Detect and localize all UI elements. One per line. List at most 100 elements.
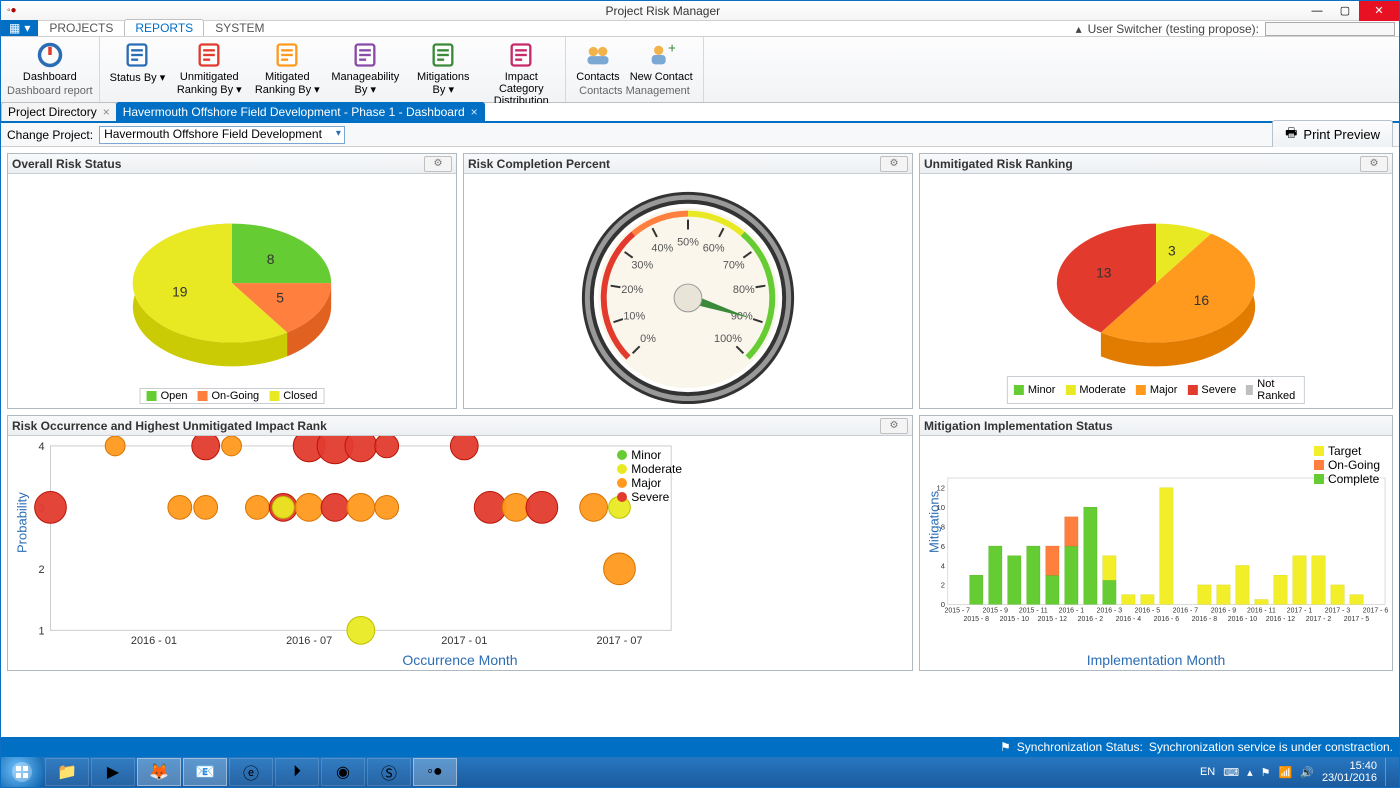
taskbar-chrome[interactable]: ◉ [321,758,365,786]
svg-text:2015 - 7: 2015 - 7 [945,608,971,615]
maximize-button[interactable]: ▢ [1331,1,1359,21]
minimize-button[interactable]: — [1303,1,1331,21]
panel-overall-risk-status: Overall Risk Status⚙ 8519 OpenOn-GoingCl… [7,153,457,409]
user-switcher[interactable]: ▴ User Switcher (testing propose): [1076,22,1399,36]
svg-text:2016 - 11: 2016 - 11 [1247,608,1276,615]
system-tray[interactable]: EN ⌨ ▴ ⚑ 📶 🔊 15:40 23/01/2016 [1200,758,1393,786]
tray-date: 23/01/2016 [1322,772,1377,784]
print-preview-button[interactable]: 🖶 Print Preview [1272,120,1393,150]
ribbon-tab-projects[interactable]: PROJECTS [38,19,124,36]
tray-network-icon[interactable]: 📶 [1279,766,1293,779]
svg-text:2016 - 12: 2016 - 12 [1266,616,1295,623]
show-desktop[interactable] [1385,758,1393,786]
svg-text:2015 - 11: 2015 - 11 [1019,608,1048,615]
report-icon [429,41,457,69]
svg-text:2016 - 7: 2016 - 7 [1173,608,1199,615]
doc-tab-directory[interactable]: Project Directory× [1,102,117,121]
title-bar: ◦● Project Risk Manager — ▢ ✕ [1,1,1399,21]
overall-legend: OpenOn-GoingClosed [140,388,325,404]
svg-text:+: + [668,41,675,56]
taskbar-media[interactable]: ▶ [91,758,135,786]
svg-text:80%: 80% [733,284,755,296]
svg-text:3: 3 [1168,243,1176,259]
user-switcher-dropdown[interactable] [1265,22,1395,36]
user-switcher-label: User Switcher (testing propose): [1088,22,1259,36]
doc-tab-dashboard[interactable]: Havermouth Offshore Field Development - … [116,102,485,121]
svg-text:16: 16 [1194,292,1210,308]
taskbar-outlook[interactable]: 📧 [183,758,227,786]
y-axis-label: Probability [15,492,30,553]
x-axis-label: Implementation Month [1087,652,1226,668]
report-icon [273,41,301,69]
close-button[interactable]: ✕ [1359,1,1399,21]
sync-status-label: Synchronization Status: [1017,740,1143,754]
taskbar-firefox[interactable]: 🦊 [137,758,181,786]
svg-text:4: 4 [941,561,946,570]
svg-text:30%: 30% [631,260,653,272]
svg-text:100%: 100% [714,333,742,345]
tray-chevron-icon[interactable]: ▴ [1247,766,1253,779]
tab-close-icon[interactable]: × [471,105,478,119]
svg-text:2016 - 9: 2016 - 9 [1211,608,1237,615]
dashboard-toolbar: Change Project: Havermouth Offshore Fiel… [1,123,1399,147]
contacts-button[interactable]: Contacts [572,39,623,85]
project-dropdown[interactable]: Havermouth Offshore Field Development [99,126,345,144]
quick-access-bar[interactable]: ▦▾ [1,20,38,36]
group-label: Contacts Management [579,85,690,98]
report-icon [351,41,379,69]
panel-options-button[interactable]: ⚙ [880,418,908,434]
sync-status-message: Synchronization service is under constra… [1149,740,1393,754]
window-title: Project Risk Manager [23,4,1303,18]
change-project-label: Change Project: [7,128,93,142]
chevron-up-icon: ▴ [1076,22,1082,36]
group-label: Dashboard report [7,85,93,98]
tray-flag-icon[interactable]: ⚑ [1261,766,1271,779]
taskbar-skype[interactable]: Ⓢ [367,758,411,786]
report-icon [195,41,223,69]
tray-volume-icon[interactable]: 🔊 [1300,766,1314,779]
windows-icon [11,761,33,783]
report-icon [507,41,535,69]
tray-keyboard-icon[interactable]: ⌨ [1223,766,1239,779]
svg-text:2016 - 1: 2016 - 1 [1059,608,1085,615]
contacts-icon [584,41,612,69]
ribbon-tab-strip: ▦▾ PROJECTS REPORTS SYSTEM ▴ User Switch… [1,21,1399,37]
unmitigated-pie-chart: 3 16 13 [920,174,1392,408]
tray-time: 15:40 [1322,760,1377,772]
svg-text:2017 - 3: 2017 - 3 [1325,608,1351,615]
panel-options-button[interactable]: ⚙ [424,156,452,172]
start-button[interactable] [1,757,43,787]
ribbon-tab-reports[interactable]: REPORTS [124,19,204,36]
svg-text:2017 - 6: 2017 - 6 [1363,608,1389,615]
dashboard-icon [36,41,64,69]
svg-text:2: 2 [941,581,945,590]
svg-text:2017 - 01: 2017 - 01 [441,635,487,647]
taskbar-player[interactable]: ⏵ [275,758,319,786]
svg-text:2: 2 [38,564,44,576]
document-tabs: Project Directory× Havermouth Offshore F… [1,103,1399,123]
dashboard-button[interactable]: Dashboard [19,39,81,85]
tab-close-icon[interactable]: × [103,105,110,119]
dashboard-grid: Overall Risk Status⚙ 8519 OpenOn-GoingCl… [1,147,1399,677]
taskbar-explorer[interactable]: 📁 [45,758,89,786]
panel-unmitigated-ranking: Unmitigated Risk Ranking⚙ 31613 MinorMod… [919,153,1393,409]
svg-text:13: 13 [1096,265,1112,281]
svg-text:2017 - 2: 2017 - 2 [1306,616,1332,623]
panel-risk-occurrence: Risk Occurrence and Highest Unmitigated … [7,415,913,671]
svg-text:1: 1 [38,625,44,637]
taskbar-ie[interactable]: ⓔ [229,758,273,786]
panel-options-button[interactable]: ⚙ [1360,156,1388,172]
bubble-chart: 12342016 - 012016 - 072017 - 012017 - 07 [8,436,912,670]
svg-text:2016 - 10: 2016 - 10 [1228,616,1257,623]
overall-pie-chart: 8 5 19 [8,174,456,408]
panel-options-button[interactable]: ⚙ [880,156,908,172]
svg-text:19: 19 [172,284,188,300]
svg-text:5: 5 [276,289,284,305]
ribbon: Dashboard Dashboard report Status By ▾Un… [1,37,1399,103]
ribbon-tab-system[interactable]: SYSTEM [204,19,275,36]
new-contact-button[interactable]: + New Contact [626,39,697,85]
svg-text:0%: 0% [640,333,656,345]
svg-text:8: 8 [267,251,275,267]
tray-language[interactable]: EN [1200,766,1215,778]
taskbar-app[interactable]: ◦● [413,758,457,786]
